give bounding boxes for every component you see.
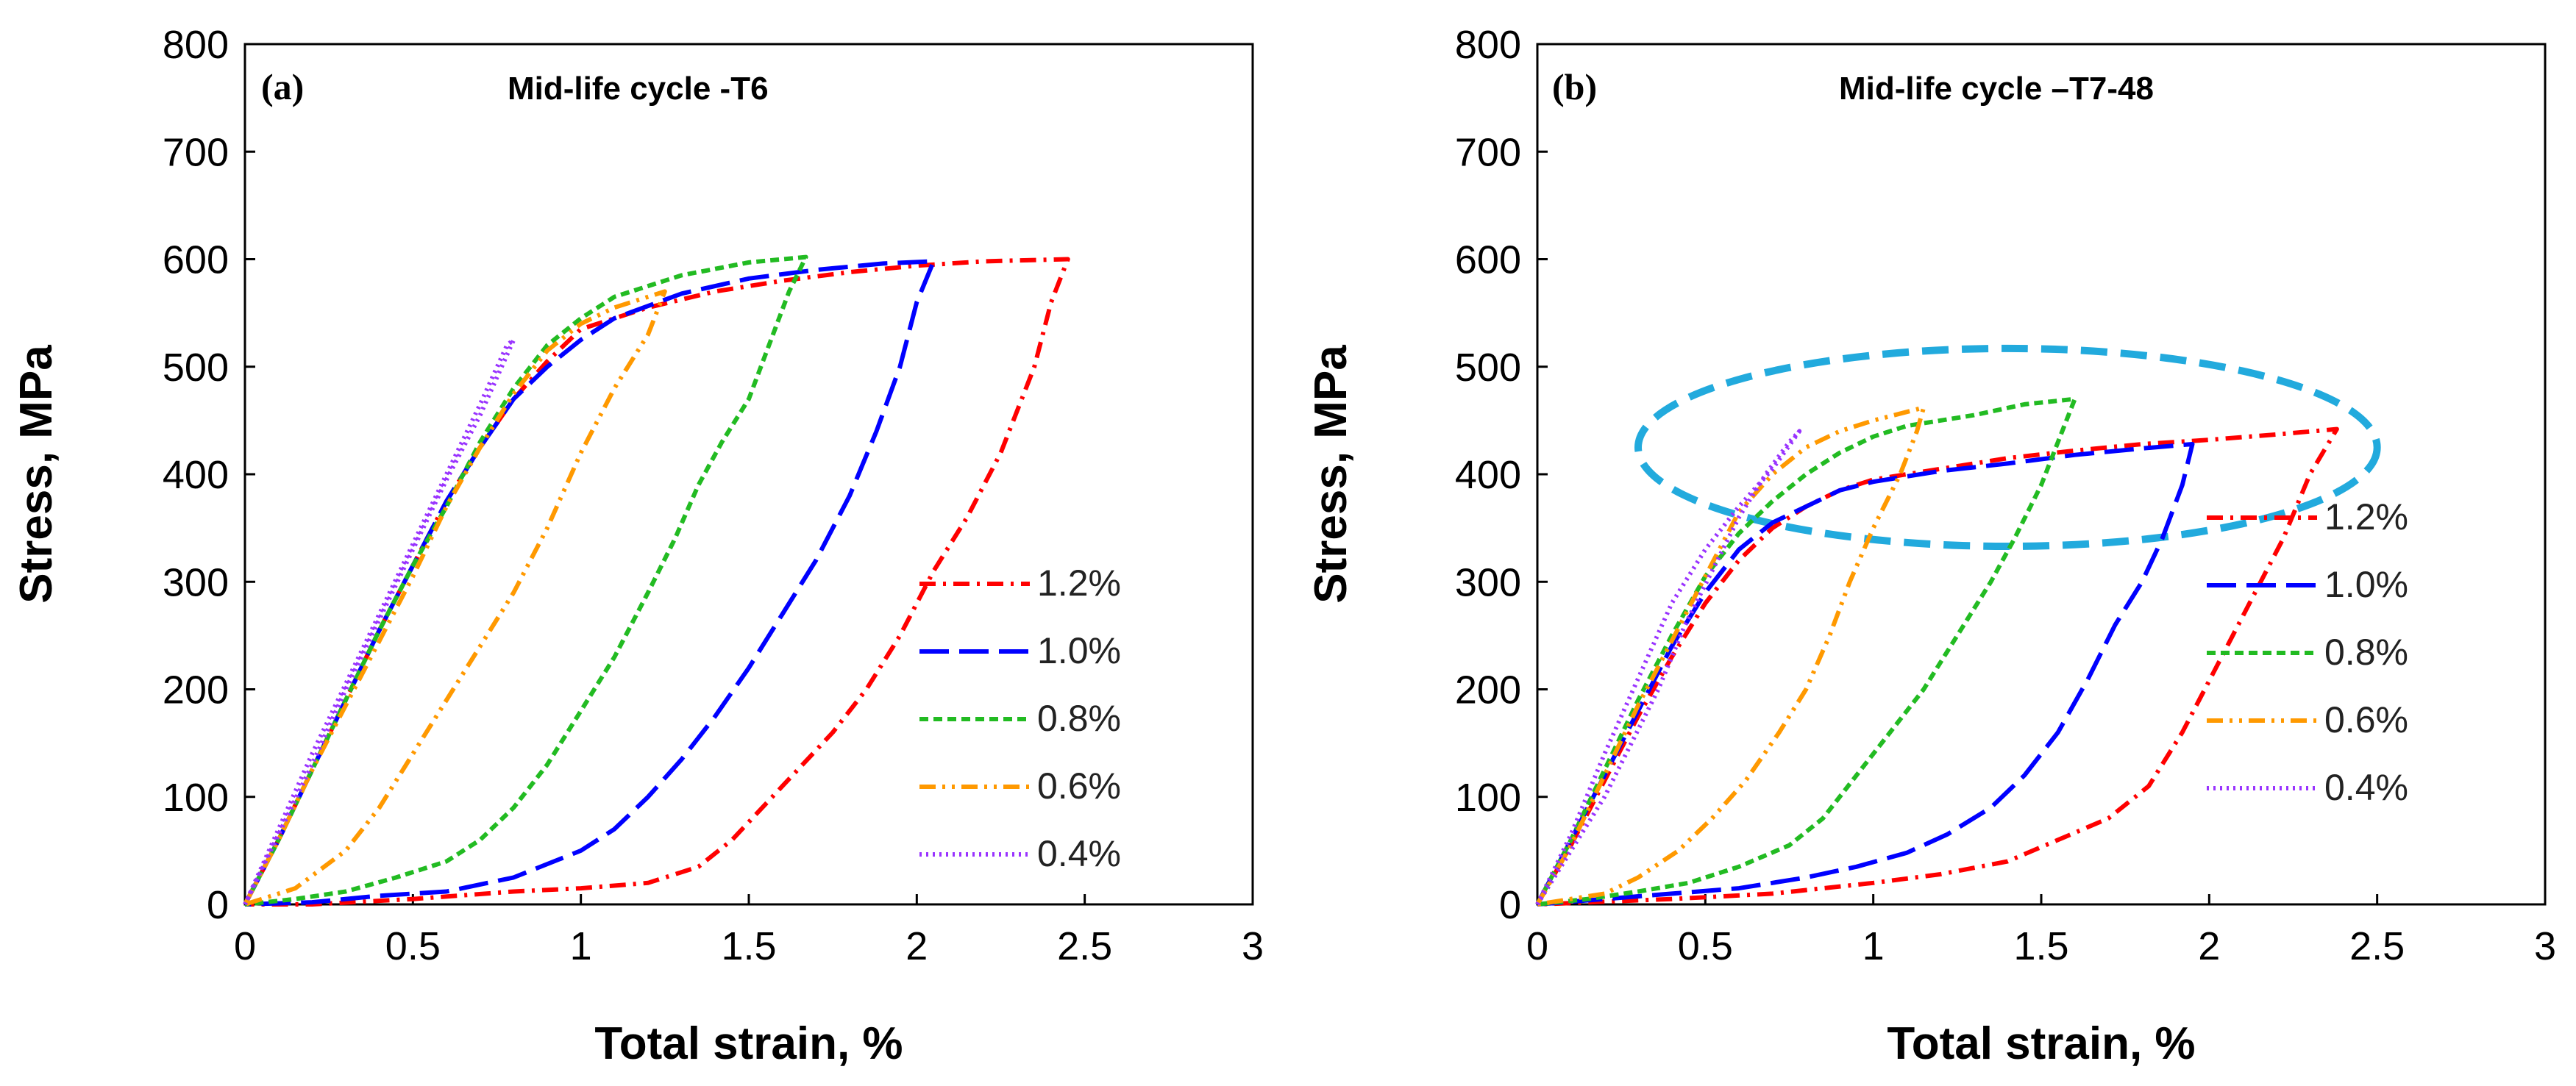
- series-0-6pct: [1535, 405, 1926, 907]
- series-0-4pct: [243, 337, 516, 906]
- x-tick-label: 1: [570, 924, 592, 968]
- y-tick-label: 0: [1499, 883, 1521, 927]
- y-tick-label: 300: [163, 560, 229, 604]
- y-tick-label: 600: [163, 238, 229, 282]
- legend-label: 0.6%: [2324, 699, 2408, 740]
- y-tick-label: 100: [1455, 776, 1521, 820]
- legend-a: 1.2% 1.0% 0.8% 0.6% 0.4%: [919, 562, 1121, 874]
- plot-area-b: [1536, 43, 2547, 906]
- legend-label: 1.2%: [1037, 562, 1121, 604]
- annotation-ellipse: [1634, 344, 2381, 550]
- y-tick-label: 800: [163, 23, 229, 67]
- series-1-2pct: [243, 257, 1070, 907]
- series-1-2pct: [1535, 426, 2339, 907]
- x-tick-label: 0.5: [1678, 924, 1733, 968]
- legend-label: 0.4%: [2324, 767, 2408, 808]
- y-axis-label-b: Stress, MPa: [1306, 345, 1356, 604]
- plot-area-a: [243, 43, 1254, 906]
- legend-label: 0.4%: [1037, 833, 1121, 874]
- panel-label-b: (b): [1552, 66, 1597, 107]
- y-axis-label-a: Stress, MPa: [11, 345, 62, 604]
- highlight-ellipse: [1634, 344, 2381, 550]
- panel-title-b: Mid-life cycle –T7-48: [1839, 71, 2154, 107]
- x-tick-label: 3: [2534, 924, 2556, 968]
- y-tick-label: 500: [163, 346, 229, 390]
- y-tick-label: 600: [1455, 238, 1521, 282]
- x-tick-label: 2: [2198, 924, 2220, 968]
- x-tick-label: 2.5: [2349, 924, 2405, 968]
- y-tick-label: 300: [1455, 560, 1521, 604]
- x-tick-label: 3: [1242, 924, 1264, 968]
- panel-label-a: (a): [261, 66, 304, 107]
- legend-label: 0.8%: [2324, 632, 2408, 673]
- x-tick-label: 2: [905, 924, 928, 968]
- legend-label: 1.0%: [2324, 564, 2408, 605]
- y-axis-ticks-a: 0 100 200 300 400 500 600 700 800: [163, 23, 255, 927]
- x-tick-label: 0.5: [385, 924, 441, 968]
- legend-label: 0.6%: [1037, 765, 1121, 807]
- x-tick-label: 2.5: [1057, 924, 1112, 968]
- x-tick-label: 0: [1526, 924, 1548, 968]
- series-layer-a: [243, 254, 1070, 907]
- y-tick-label: 200: [1455, 668, 1521, 712]
- series-1-0pct: [1535, 442, 2195, 907]
- y-tick-label: 0: [207, 883, 229, 927]
- x-tick-label: 0: [234, 924, 256, 968]
- x-tick-label: 1.5: [721, 924, 776, 968]
- series-0-4pct: [1535, 429, 1802, 906]
- x-tick-label: 1: [1862, 924, 1885, 968]
- legend-label: 1.2%: [2324, 496, 2408, 537]
- y-tick-label: 700: [163, 130, 229, 174]
- x-axis-ticks-b: 0 0.5 1 1.5 2 2.5 3: [1526, 894, 2556, 968]
- series-0-8pct: [1535, 396, 2077, 907]
- x-axis-ticks-a: 0 0.5 1 1.5 2 2.5 3: [234, 894, 1264, 968]
- series-layer-b: [1535, 396, 2339, 907]
- y-tick-label: 500: [1455, 346, 1521, 390]
- series-1-0pct: [243, 259, 936, 907]
- x-axis-label-b: Total strain, %: [1887, 1018, 2195, 1069]
- x-tick-label: 1.5: [2013, 924, 2068, 968]
- y-tick-label: 800: [1455, 23, 1521, 67]
- y-tick-label: 700: [1455, 130, 1521, 174]
- y-tick-label: 400: [1455, 453, 1521, 497]
- series-0-8pct: [243, 254, 808, 907]
- x-axis-label-a: Total strain, %: [594, 1018, 903, 1069]
- series-0-6pct: [243, 289, 667, 907]
- legend-b: 1.2% 1.0% 0.8% 0.6% 0.4%: [2207, 496, 2408, 808]
- y-tick-label: 100: [163, 776, 229, 820]
- legend-label: 1.0%: [1037, 630, 1121, 671]
- y-tick-label: 200: [163, 668, 229, 712]
- legend-label: 0.8%: [1037, 698, 1121, 739]
- y-tick-label: 400: [163, 453, 229, 497]
- y-axis-ticks-b: 0 100 200 300 400 500 600 700 800: [1455, 23, 1548, 927]
- panel-title-a: Mid-life cycle -T6: [508, 71, 769, 107]
